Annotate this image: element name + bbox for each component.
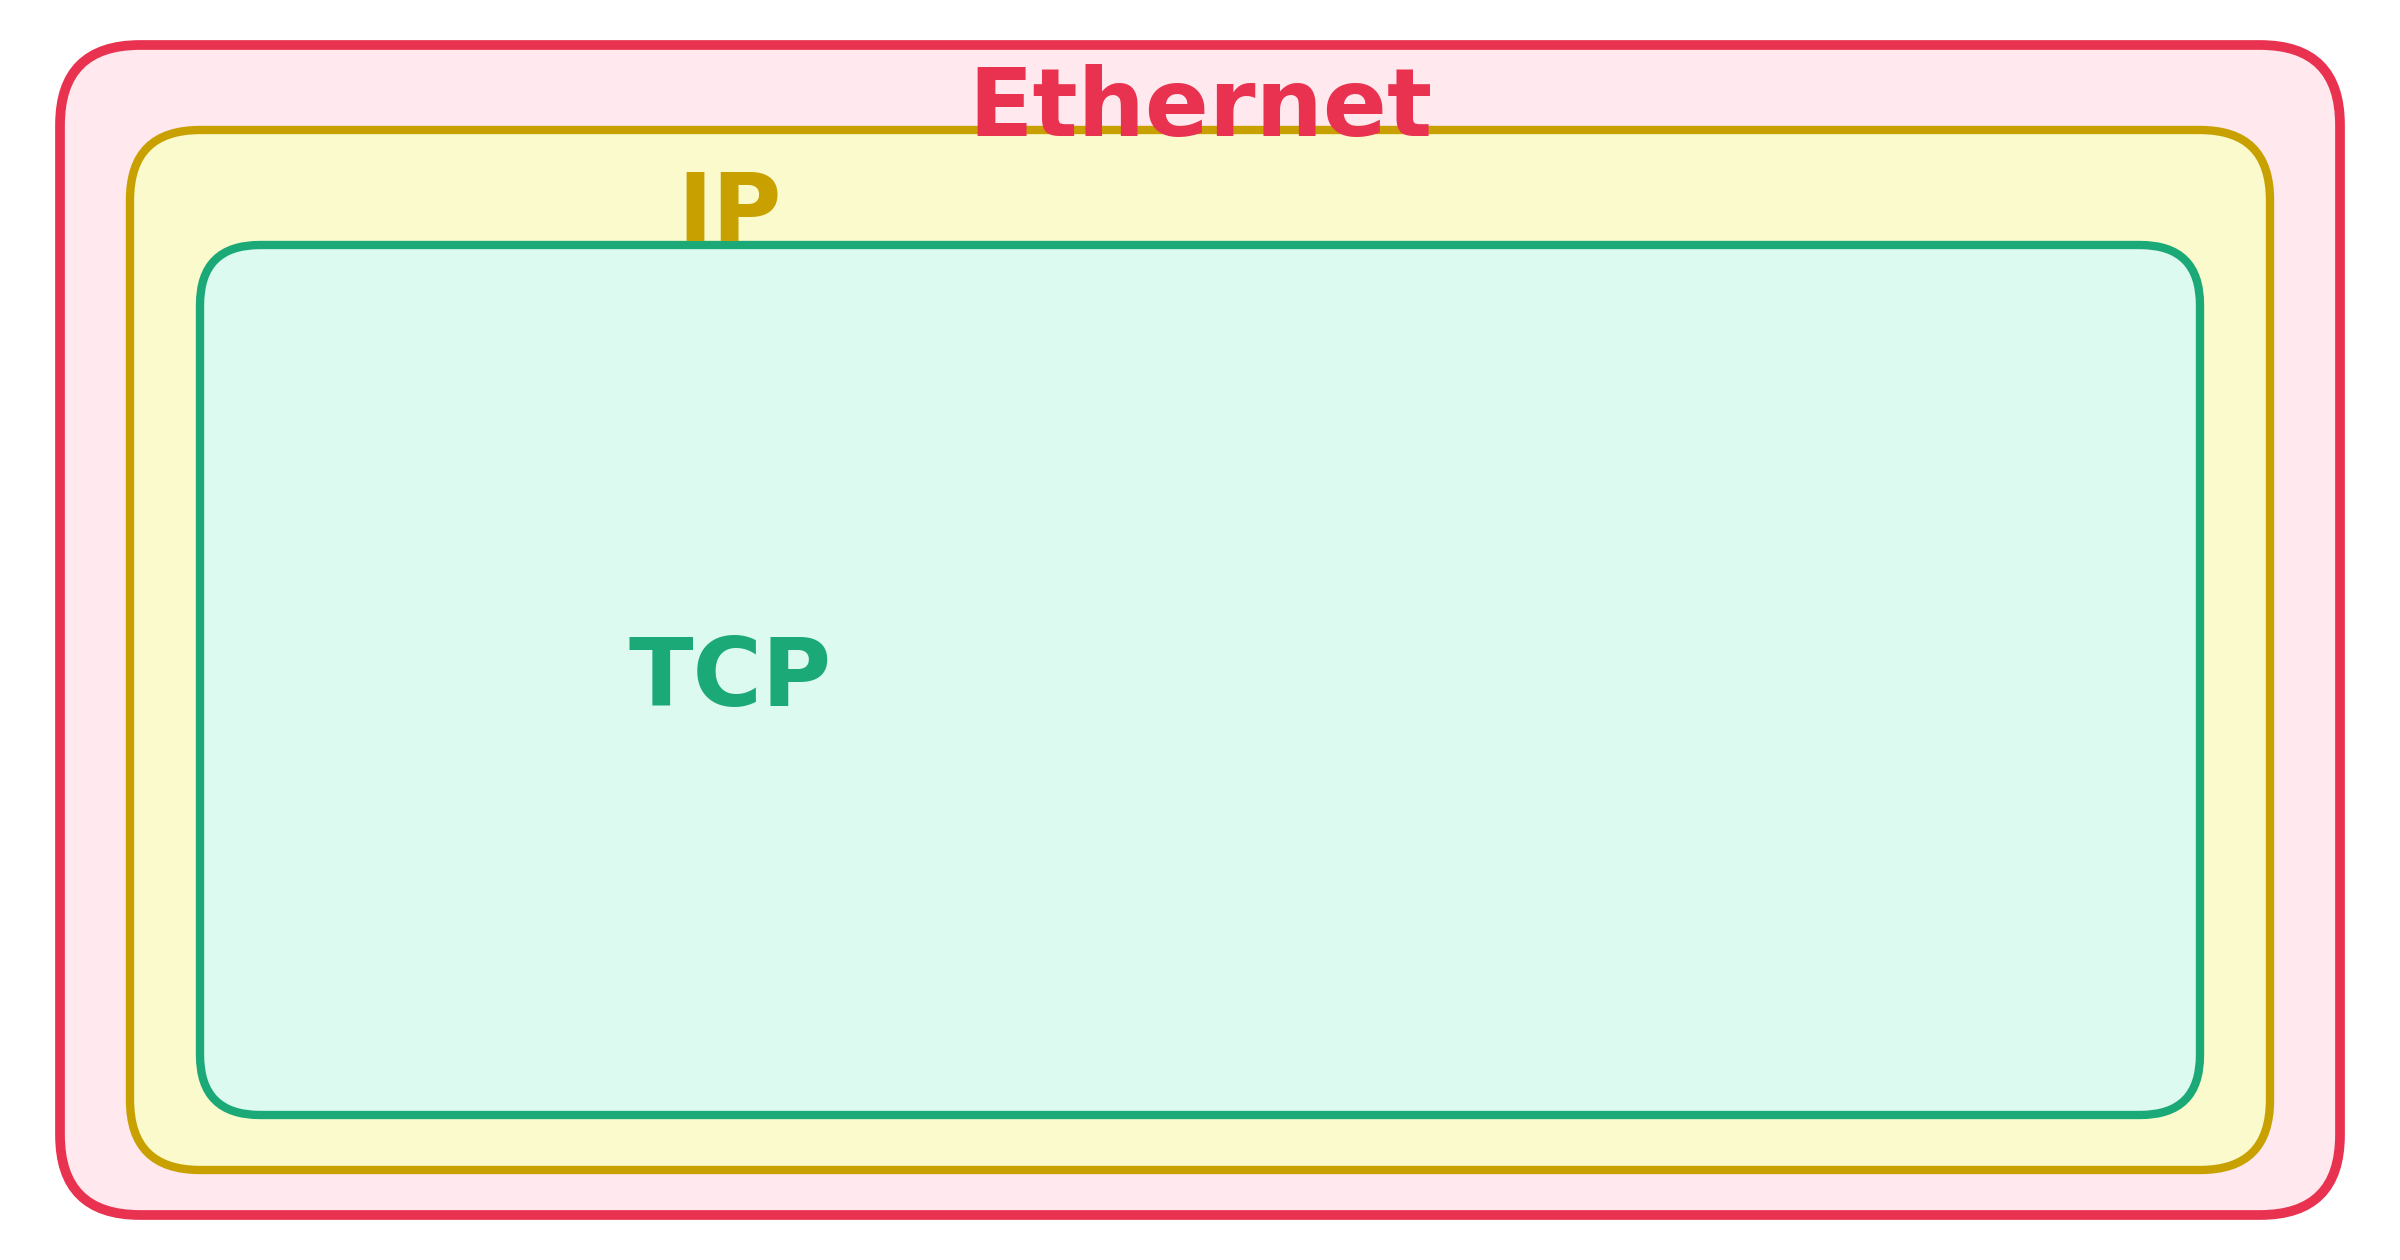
FancyBboxPatch shape bbox=[199, 244, 2201, 1115]
FancyBboxPatch shape bbox=[130, 130, 2270, 1171]
FancyBboxPatch shape bbox=[60, 45, 2340, 1215]
Text: TCP: TCP bbox=[629, 634, 830, 726]
Text: IP: IP bbox=[677, 169, 782, 261]
Text: Ethernet: Ethernet bbox=[967, 64, 1433, 156]
